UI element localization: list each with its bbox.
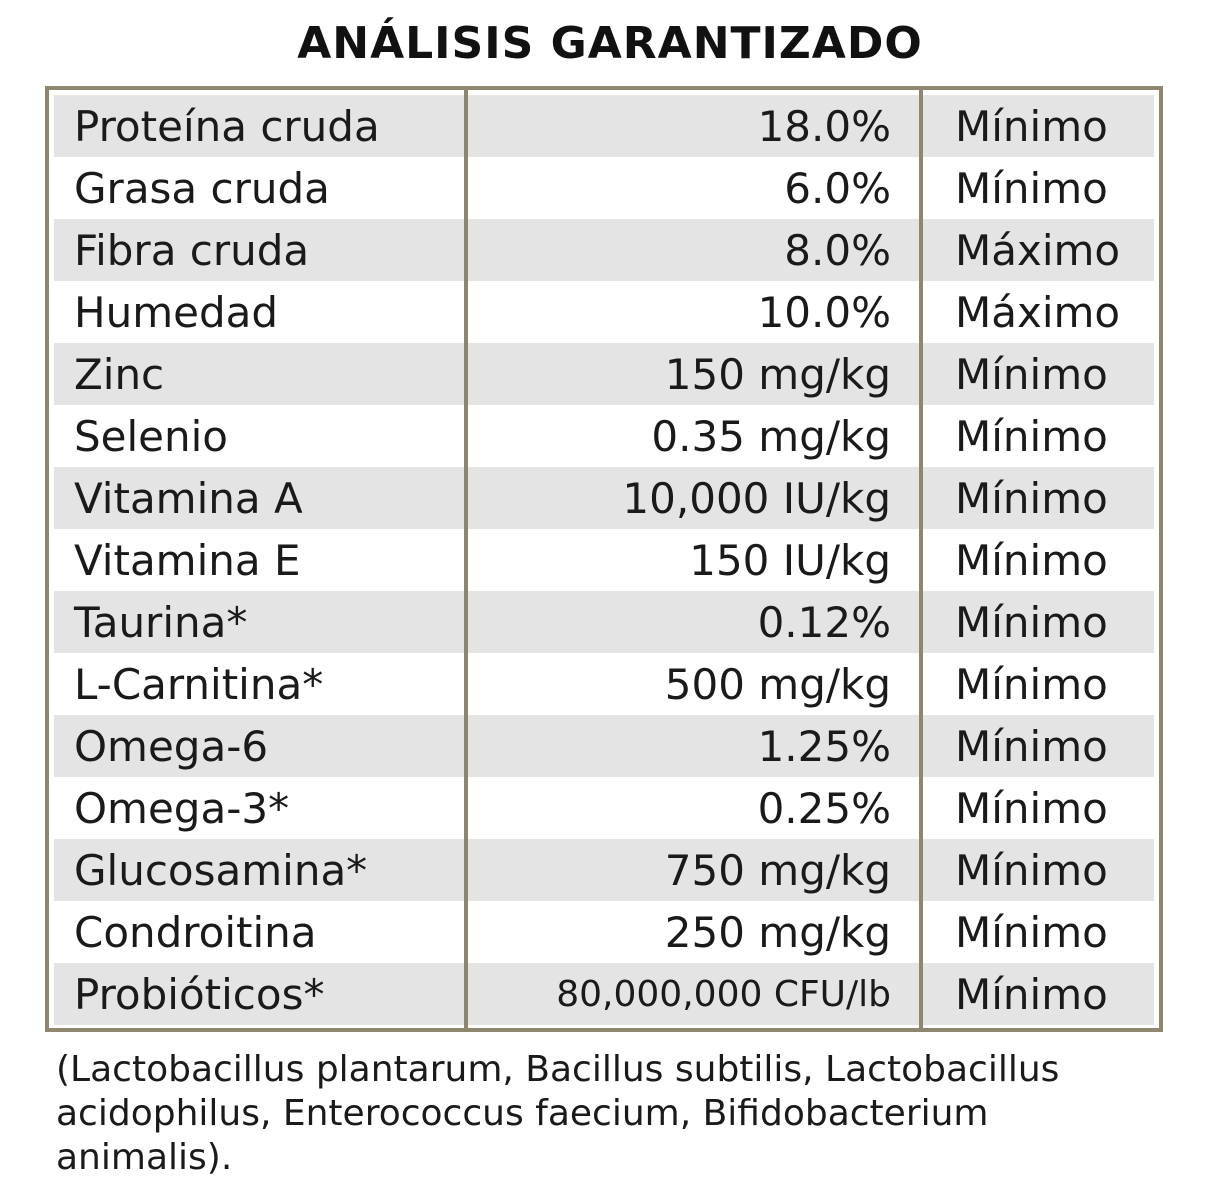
nutrient-value: 80,000,000 CFU/lb [464, 963, 919, 1025]
analysis-table-frame: Proteína cruda 18.0% Mínimo Grasa cruda … [45, 86, 1163, 1032]
nutrient-qualifier: Mínimo [919, 715, 1154, 777]
nutrient-value: 10,000 IU/kg [464, 467, 919, 529]
nutrient-name: Fibra cruda [54, 219, 464, 281]
nutrient-qualifier: Mínimo [955, 411, 1108, 461]
nutrient-value: 500 mg/kg [664, 659, 891, 709]
nutrient-qualifier: Mínimo [919, 591, 1154, 653]
nutrient-qualifier: Mínimo [919, 95, 1154, 157]
nutrient-name: Proteína cruda [54, 95, 464, 157]
nutrient-value: 0.25% [757, 783, 891, 833]
nutrient-value: 150 IU/kg [689, 535, 891, 585]
table-row: Selenio 0.35 mg/kg Mínimo [54, 405, 1154, 467]
table-row: Vitamina A 10,000 IU/kg Mínimo [54, 467, 1154, 529]
table-row: Condroitina 250 mg/kg Mínimo [54, 901, 1154, 963]
column-divider [464, 90, 468, 1028]
nutrient-value: 8.0% [464, 219, 919, 281]
nutrient-name: Vitamina E [74, 535, 301, 585]
page-title: ANÁLISIS GARANTIZADO [297, 18, 923, 69]
nutrient-name: Humedad [74, 287, 279, 337]
nutrient-qualifier: Mínimo [955, 535, 1108, 585]
table-row: Humedad 10.0% Máximo [54, 281, 1154, 343]
table-row: Fibra cruda 8.0% Máximo [54, 219, 1154, 281]
nutrient-qualifier: Mínimo [955, 659, 1108, 709]
nutrient-qualifier: Mínimo [955, 783, 1108, 833]
nutrient-value: 250 mg/kg [664, 907, 891, 957]
nutrient-name: Glucosamina* [54, 839, 464, 901]
nutrient-qualifier: Mínimo [919, 467, 1154, 529]
table-row: L-Carnitina* 500 mg/kg Mínimo [54, 653, 1154, 715]
nutrient-name: Vitamina A [54, 467, 464, 529]
table-row: Probióticos* 80,000,000 CFU/lb Mínimo [54, 963, 1154, 1025]
table-row: Grasa cruda 6.0% Mínimo [54, 157, 1154, 219]
table-row: Zinc 150 mg/kg Mínimo [54, 343, 1154, 405]
table-row: Omega-6 1.25% Mínimo [54, 715, 1154, 777]
nutrient-value: 10.0% [757, 287, 891, 337]
nutrient-name: L-Carnitina* [74, 659, 324, 709]
footnote: (Lactobacillus plantarum, Bacillus subti… [56, 1049, 1060, 1178]
nutrient-qualifier: Mínimo [919, 343, 1154, 405]
nutrient-name: Condroitina [74, 907, 317, 957]
nutrient-value: 0.35 mg/kg [651, 411, 891, 461]
nutrient-qualifier: Mínimo [919, 839, 1154, 901]
table-row: Omega-3* 0.25% Mínimo [54, 777, 1154, 839]
nutrient-value: 0.12% [464, 591, 919, 653]
nutrient-name: Selenio [74, 411, 228, 461]
nutrient-name: Omega-3* [74, 783, 290, 833]
nutrient-qualifier: Máximo [955, 287, 1121, 337]
column-divider [919, 90, 923, 1028]
nutrient-name: Taurina* [54, 591, 464, 653]
nutrient-name: Omega-6 [54, 715, 464, 777]
nutrient-value: 6.0% [784, 163, 891, 213]
table-row: Proteína cruda 18.0% Mínimo [54, 95, 1154, 157]
nutrient-qualifier: Mínimo [955, 907, 1108, 957]
nutrient-value: 750 mg/kg [464, 839, 919, 901]
nutrient-name: Zinc [54, 343, 464, 405]
analysis-table: Proteína cruda 18.0% Mínimo Grasa cruda … [54, 95, 1154, 1025]
nutrient-value: 18.0% [464, 95, 919, 157]
table-row: Glucosamina* 750 mg/kg Mínimo [54, 839, 1154, 901]
nutrient-name: Grasa cruda [74, 163, 330, 213]
nutrient-value: 1.25% [464, 715, 919, 777]
nutrient-qualifier: Mínimo [955, 163, 1108, 213]
nutrient-value: 150 mg/kg [464, 343, 919, 405]
nutrient-name: Probióticos* [54, 963, 464, 1025]
table-row: Vitamina E 150 IU/kg Mínimo [54, 529, 1154, 591]
nutrient-qualifier: Mínimo [919, 963, 1154, 1025]
nutrient-qualifier: Máximo [919, 219, 1154, 281]
table-row: Taurina* 0.12% Mínimo [54, 591, 1154, 653]
